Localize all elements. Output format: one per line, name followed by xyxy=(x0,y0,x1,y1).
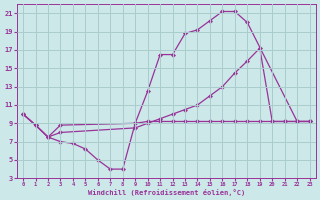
X-axis label: Windchill (Refroidissement éolien,°C): Windchill (Refroidissement éolien,°C) xyxy=(88,189,245,196)
